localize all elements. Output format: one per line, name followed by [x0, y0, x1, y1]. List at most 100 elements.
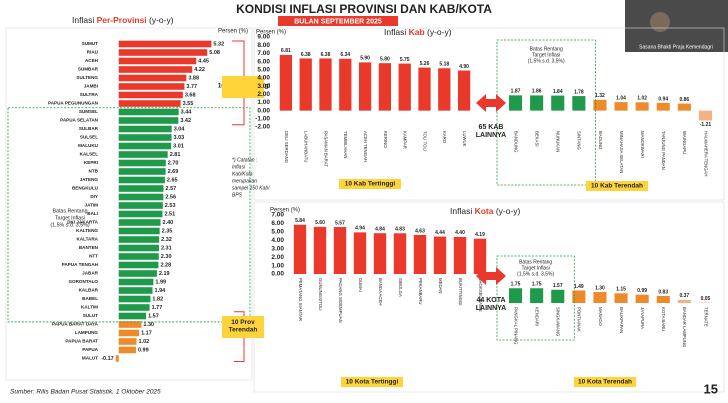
- title-part: Inflasi: [72, 15, 97, 25]
- category-label: NTB: [89, 169, 99, 174]
- bar: [118, 202, 163, 209]
- category-label: KARO: [442, 131, 447, 144]
- value-label: 5.84: [295, 218, 305, 224]
- note: *) Catatan :: [232, 157, 258, 163]
- category-label: SULSEL: [80, 135, 98, 140]
- value-label: 4.22: [194, 67, 205, 73]
- category-label: KAMPAR: [403, 131, 408, 149]
- bar: [118, 74, 187, 82]
- group-label: 10 Kab Tertinggi: [345, 181, 396, 188]
- category-label: MANADO: [598, 307, 603, 327]
- kab-panel: [253, 27, 725, 201]
- bar: [118, 91, 183, 99]
- category-label: NTT: [89, 254, 98, 259]
- value-label: 5.57: [335, 220, 345, 226]
- value-label: 1.32: [595, 93, 605, 99]
- category-label: BANDUNG: [513, 131, 518, 153]
- value-label: 6.81: [281, 48, 291, 54]
- note: Inflasi: [232, 164, 246, 170]
- bar: [635, 294, 649, 303]
- title-part: (y-o-y): [493, 206, 520, 216]
- bar: [319, 58, 332, 111]
- bar: [418, 67, 431, 111]
- bar: [593, 99, 607, 111]
- bar: [677, 299, 691, 303]
- value-label: 0.37: [679, 293, 689, 299]
- category-label: TANJUNG PANDAN: [661, 131, 666, 170]
- chart-title: Inflasi Kota (y-o-y): [450, 206, 521, 216]
- page-number: 15: [704, 381, 718, 396]
- value-label: 2.65: [167, 177, 178, 183]
- category-label: WAINGAPU: [682, 131, 687, 154]
- slide-title: KONDISI INFLASI PROVINSI DAN KAB/KOTA: [236, 2, 492, 16]
- bar: [118, 329, 140, 337]
- value-label: 3.88: [188, 75, 199, 81]
- bar: [293, 224, 307, 274]
- bar: [509, 288, 523, 303]
- value-label: 3.03: [174, 135, 185, 141]
- bar: [118, 117, 179, 124]
- others-label: LAINNYA: [476, 305, 506, 312]
- title-part: Inflasi: [384, 27, 409, 37]
- bar: [413, 234, 427, 274]
- value-label: 1.57: [553, 283, 563, 289]
- bar: [635, 102, 649, 111]
- bar: [614, 293, 628, 303]
- bar: [593, 292, 607, 303]
- category-label: BENGKULU: [72, 186, 99, 191]
- double-arrow: [476, 94, 506, 112]
- bar: [473, 238, 487, 274]
- value-label: 0.83: [658, 289, 668, 295]
- value-label: 4.45: [198, 58, 209, 64]
- category-label: SULTENG: [76, 75, 98, 80]
- category-label: LABUHANBATU: [304, 131, 309, 162]
- value-label: -0.17: [101, 356, 114, 362]
- note: merupakan: [232, 178, 257, 184]
- value-label: -1.21: [700, 122, 712, 128]
- subtitle-box: [278, 16, 398, 26]
- y-tick-label: 6.00: [271, 220, 284, 227]
- category-label: PADANG SIDEMPUAN: [338, 278, 343, 323]
- y-tick-label: 9.00: [257, 34, 270, 41]
- category-label: TOLI TOLI: [422, 131, 427, 151]
- value-label: 5.32: [213, 41, 224, 47]
- bar: [656, 296, 670, 303]
- value-label: 2.69: [168, 169, 179, 175]
- category-label: BANTEN: [79, 245, 99, 250]
- bar: [118, 295, 151, 303]
- y-tick-label: 8.00: [257, 42, 270, 49]
- bottom-label-box: [222, 316, 264, 338]
- bar: [551, 95, 565, 111]
- category-label: BANDAR LAMPUNG: [682, 307, 687, 348]
- category-label: SUMSEL: [79, 109, 98, 114]
- title-part: (y-o-y): [147, 15, 174, 25]
- category-label: MANOKWARI: [640, 131, 645, 158]
- bar: [118, 304, 150, 311]
- value-label: 3.01: [173, 143, 184, 149]
- target-band-label: (1,5% s.d. 3,5%): [517, 271, 554, 277]
- y-tick-label: 7.00: [257, 50, 270, 57]
- note: sampel 150 Kab/: [232, 185, 270, 191]
- group-label-box: [574, 377, 636, 387]
- title-part: Per-Provinsi: [97, 15, 147, 25]
- others-label: 65 KAB: [479, 124, 504, 131]
- bar: [118, 66, 193, 73]
- value-label: 4.84: [375, 227, 385, 233]
- value-label: 0.99: [138, 347, 149, 353]
- category-label: GUNUNGSITOLI: [318, 278, 323, 311]
- category-label: PAPUA: [82, 347, 98, 352]
- bar: [118, 261, 159, 269]
- x-axis-label: Persen (%): [218, 29, 248, 35]
- category-label: BUKITTINGGI: [458, 278, 463, 305]
- bar: [118, 287, 153, 294]
- category-label: KERINCI: [383, 131, 388, 148]
- video-caption: Sasana Bhakti Praja Kemendagri: [639, 44, 713, 50]
- value-label: 1.17: [141, 330, 152, 336]
- category-label: KALTIM: [81, 305, 98, 310]
- bottom-label-line: 10 Prov: [231, 319, 255, 326]
- value-label: 0.99: [637, 288, 647, 294]
- bar: [118, 176, 165, 184]
- y-tick-label: 4.00: [271, 237, 284, 244]
- bar: [118, 40, 212, 48]
- value-label: 5.60: [315, 220, 325, 226]
